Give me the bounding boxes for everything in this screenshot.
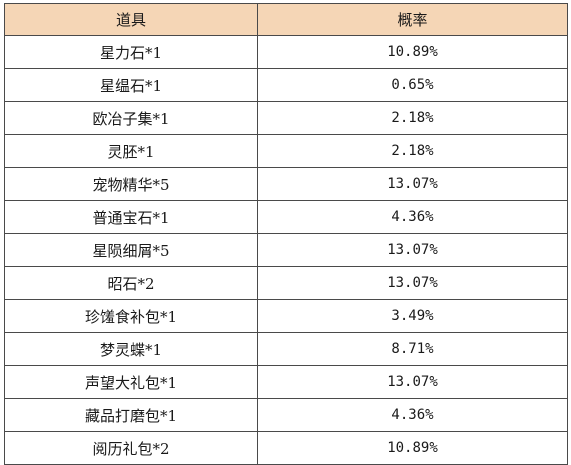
- item-name: 星陨细屑*5: [4, 233, 258, 267]
- item-name: 灵胚*1: [4, 134, 258, 168]
- table-row: 星缊石*1 0.65%: [4, 68, 568, 102]
- item-name: 星缊石*1: [4, 68, 258, 102]
- table-row: 声望大礼包*1 13.07%: [4, 365, 568, 399]
- table-row: 阅历礼包*2 10.89%: [4, 431, 568, 465]
- item-probability: 2.18%: [257, 134, 568, 168]
- item-name: 珍馐食补包*1: [4, 299, 258, 333]
- table-row: 宠物精华*5 13.07%: [4, 167, 568, 201]
- item-probability: 13.07%: [257, 233, 568, 267]
- table-row: 昭石*2 13.07%: [4, 266, 568, 300]
- item-probability: 13.07%: [257, 365, 568, 399]
- table-body: 星力石*1 10.89% 星缊石*1 0.65% 欧冶子集*1 2.18% 灵胚…: [4, 35, 568, 465]
- item-probability: 10.89%: [257, 431, 568, 465]
- table-row: 普通宝石*1 4.36%: [4, 200, 568, 234]
- table-row: 珍馐食补包*1 3.49%: [4, 299, 568, 333]
- item-name: 昭石*2: [4, 266, 258, 300]
- item-probability: 2.18%: [257, 101, 568, 135]
- item-name: 梦灵蝶*1: [4, 332, 258, 366]
- table-row: 欧冶子集*1 2.18%: [4, 101, 568, 135]
- item-probability: 13.07%: [257, 266, 568, 300]
- item-probability: 10.89%: [257, 35, 568, 69]
- item-probability: 4.36%: [257, 200, 568, 234]
- table-row: 星力石*1 10.89%: [4, 35, 568, 69]
- item-probability: 4.36%: [257, 398, 568, 432]
- header-probability: 概率: [257, 3, 568, 36]
- table-row: 梦灵蝶*1 8.71%: [4, 332, 568, 366]
- table-row: 星陨细屑*5 13.07%: [4, 233, 568, 267]
- drop-rate-table: 道具 概率 星力石*1 10.89% 星缊石*1 0.65% 欧冶子集*1 2.…: [4, 3, 568, 465]
- table-row: 藏品打磨包*1 4.36%: [4, 398, 568, 432]
- item-name: 宠物精华*5: [4, 167, 258, 201]
- probability-table-container: 道具 概率 星力石*1 10.89% 星缊石*1 0.65% 欧冶子集*1 2.…: [4, 3, 568, 465]
- item-probability: 13.07%: [257, 167, 568, 201]
- item-probability: 8.71%: [257, 332, 568, 366]
- item-name: 普通宝石*1: [4, 200, 258, 234]
- item-probability: 3.49%: [257, 299, 568, 333]
- header-item: 道具: [4, 3, 258, 36]
- item-name: 欧冶子集*1: [4, 101, 258, 135]
- item-name: 藏品打磨包*1: [4, 398, 258, 432]
- item-name: 星力石*1: [4, 35, 258, 69]
- table-header-row: 道具 概率: [4, 3, 568, 36]
- item-name: 声望大礼包*1: [4, 365, 258, 399]
- item-probability: 0.65%: [257, 68, 568, 102]
- table-row: 灵胚*1 2.18%: [4, 134, 568, 168]
- item-name: 阅历礼包*2: [4, 431, 258, 465]
